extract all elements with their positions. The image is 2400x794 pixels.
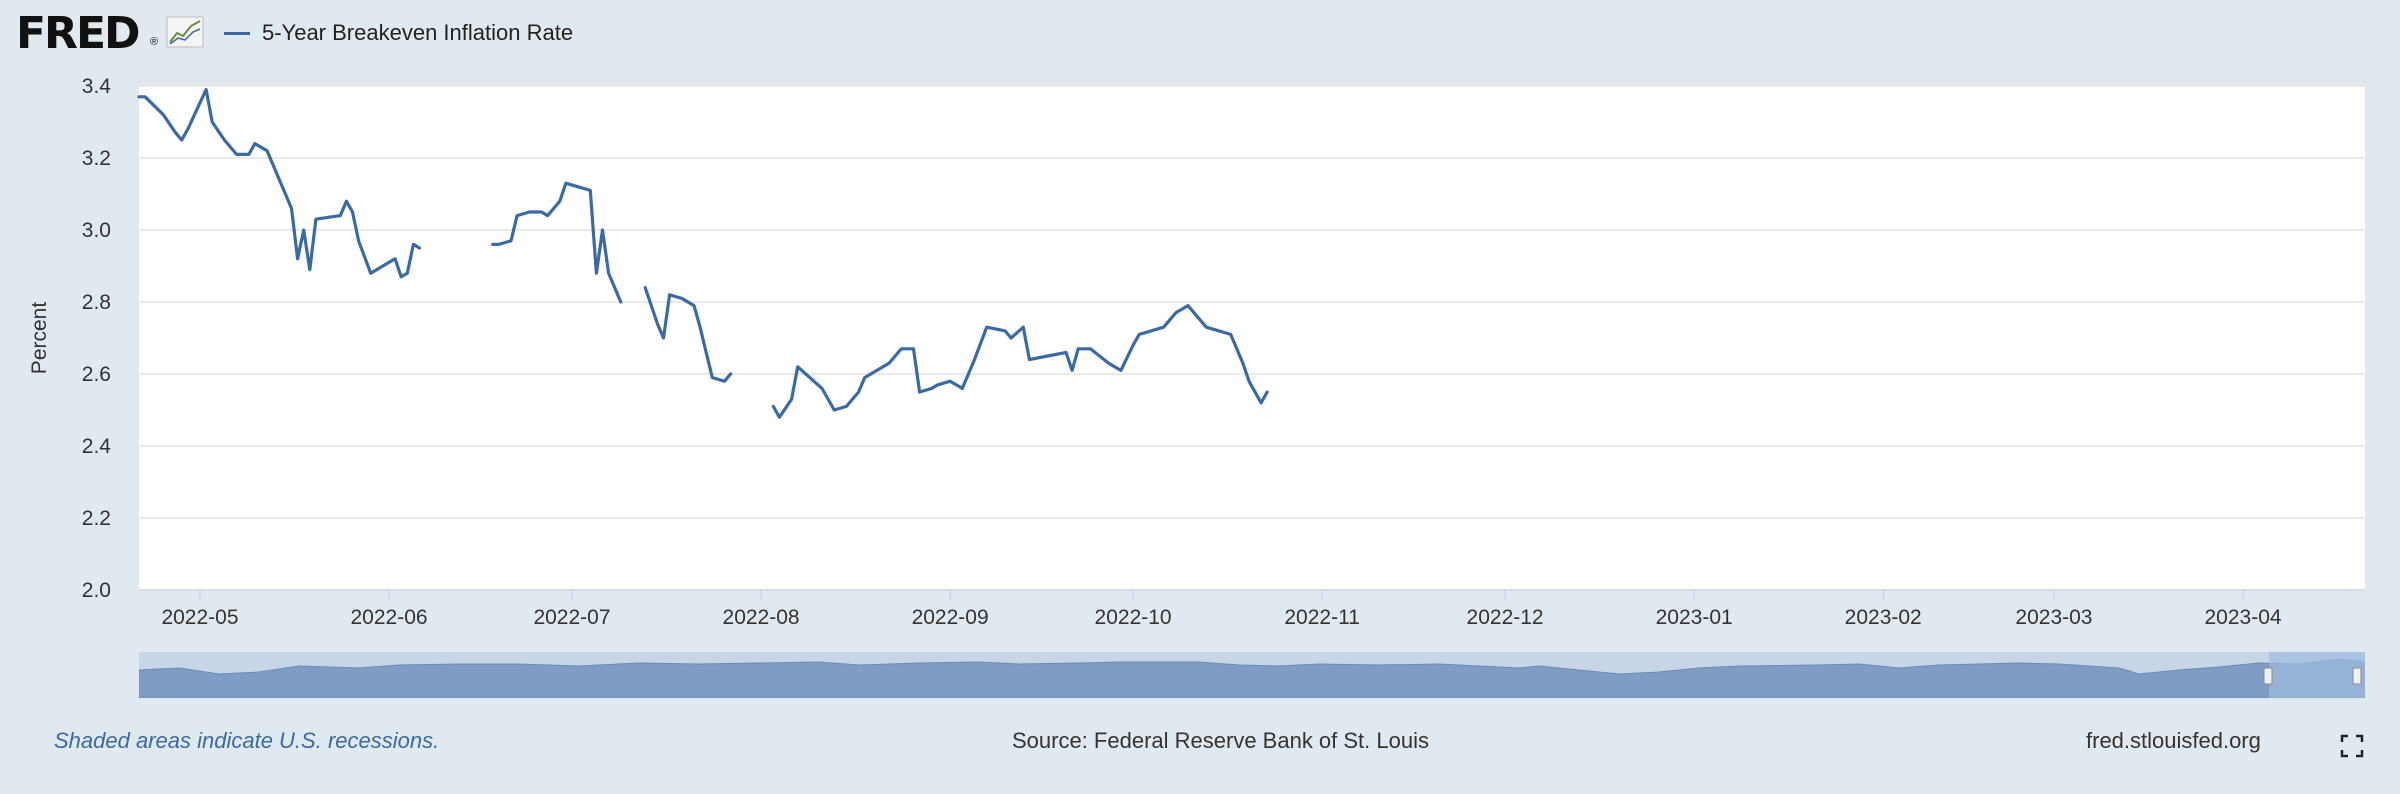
chart-legend[interactable]: 5-Year Breakeven Inflation Rate	[224, 18, 573, 48]
y-tick-label: 3.0	[82, 219, 111, 242]
site-link[interactable]: fred.stlouisfed.org	[2086, 728, 2261, 753]
x-tick-label: 2023-01	[1656, 606, 1733, 629]
x-tick-label: 2022-06	[351, 606, 428, 629]
series-line-segment	[643, 286, 733, 383]
x-tick-label: 2022-10	[1095, 606, 1172, 629]
y-tick-label: 2.6	[82, 363, 111, 386]
navigator-right-handle	[2352, 667, 2362, 685]
y-tick-label: 2.0	[82, 579, 111, 602]
registered-mark: ®	[150, 36, 159, 48]
series-line-segment	[491, 181, 623, 304]
series-line-segment	[771, 304, 1269, 419]
plot-area	[139, 86, 2365, 590]
x-tick-label: 2022-07	[533, 606, 610, 629]
x-tick-label: 2022-08	[723, 606, 800, 629]
x-tick-label: 2022-12	[1467, 606, 1544, 629]
series-line-segment	[137, 87, 422, 279]
fullscreen-icon[interactable]	[2340, 734, 2364, 758]
recession-note: Shaded areas indicate U.S. recessions.	[54, 728, 440, 753]
y-tick-label: 2.8	[82, 291, 111, 314]
y-tick-label: 2.4	[82, 435, 112, 458]
navigator-left-handle	[2263, 667, 2273, 685]
navigator-selection	[2269, 652, 2365, 698]
source-text: Source: Federal Reserve Bank of St. Loui…	[1012, 728, 1429, 753]
chart-header: FRED ® 5-Year Breakeven Inflation Rate	[0, 0, 2400, 70]
y-tick-label: 3.2	[82, 147, 111, 170]
y-tick-label: 2.2	[82, 507, 111, 530]
y-tick-label: 3.4	[82, 75, 112, 98]
x-tick-label: 2023-04	[2204, 606, 2281, 629]
x-tick-label: 2022-09	[912, 606, 989, 629]
x-tick-label: 2022-05	[161, 606, 238, 629]
x-tick-label: 2023-03	[2015, 606, 2092, 629]
legend-series-swatch	[224, 31, 250, 35]
x-tick-label: 2022-11	[1284, 606, 1360, 629]
y-axis-title: Percent	[28, 301, 51, 375]
x-tick-label: 2023-02	[1845, 606, 1922, 629]
navigator-area	[139, 658, 2365, 698]
line-chart-icon	[166, 16, 204, 48]
fred-logo[interactable]: FRED	[16, 8, 141, 59]
legend-series-label: 5-Year Breakeven Inflation Rate	[262, 20, 574, 45]
range-navigator[interactable]	[139, 652, 2365, 698]
